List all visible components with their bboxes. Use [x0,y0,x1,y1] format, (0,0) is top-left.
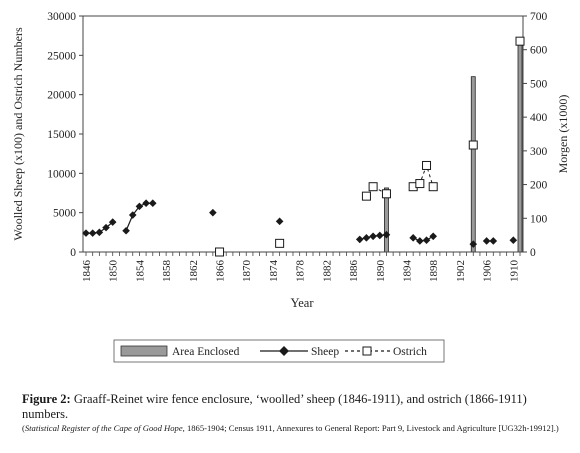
y2-tick-label: 600 [530,45,548,57]
x-tick-label: 1874 [268,260,280,283]
y2-axis-label: Morgen (x1000) [556,95,570,174]
y-tick-label: 30000 [47,11,76,23]
y-tick-label: 25000 [47,50,76,62]
caption-source: (Statistical Register of the Cape of Goo… [22,423,567,434]
caption-source-rest: , 1865-1904; Census 1911, Annexures to G… [182,423,559,433]
ostrich-point [381,189,391,199]
legend: Area Enclosed Sheep Ostrich [113,339,445,363]
caption-title: Figure 2: Graaff-Reinet wire fence enclo… [22,392,567,422]
ostrich-line-segment [412,163,434,188]
x-axis-label: Year [290,296,314,310]
caption-source-title: Statistical Register of the Cape of Good… [24,423,183,433]
y-tick-label: 5000 [53,208,76,220]
x-tick-label: 1894 [401,260,413,283]
sheep-point [375,231,384,240]
legend-label-sheep: Sheep [311,346,339,358]
y-axis-label: Woolled Sheep (x100) and Ostrich Numbers [11,27,25,241]
x-tick-label: 1846 [81,260,93,283]
sheep-point [422,236,431,244]
chart-axes [82,15,524,253]
sheep-point [469,240,478,248]
sheep-point [416,237,424,245]
combo-chart: 0 5000 10000 15000 20000 25000 30000 0 100 200 300… [11,11,570,363]
sheep-point [142,199,150,208]
x-tick-label: 1906 [482,260,494,283]
x-tick-label: 1862 [188,260,200,282]
y2-tick-label: 200 [530,180,548,192]
bar-area-enclosed [470,76,476,253]
y-tick-label: 10000 [47,168,76,180]
legend-marker-ostrich [362,346,372,356]
sheep-point [209,208,217,217]
sheep-point [95,228,104,237]
x-tick-label: 1890 [375,260,387,283]
legend-label-ostrich: Ostrich [393,346,427,358]
ostrich-point [275,238,285,248]
sheep-point [482,237,491,245]
x-tick-label: 1882 [321,260,333,282]
sheep-point [409,234,417,242]
x-tick-label: 1870 [241,260,253,283]
caption-text: Graaff-Reinet wire fence enclosure, ‘woo… [22,392,527,421]
sheep-point [122,226,130,235]
sheep-point [108,218,117,226]
sheep-point [382,230,391,239]
legend-swatch-area-enclosed [120,345,168,357]
sheep-point [509,236,518,244]
x-tick-label: 1850 [108,260,120,283]
y2-tick-label: 500 [530,78,548,90]
ostrich-point [215,247,225,257]
y-tick-label: 15000 [47,129,76,141]
ostrich-point [468,140,478,150]
axis-ticks: 0 5000 10000 15000 20000 25000 30000 0 100 200 300… [47,11,547,282]
x-tick-label: 1858 [161,260,173,283]
sheep-point [128,211,137,219]
ostrich-point [422,160,432,170]
sheep-point [148,199,157,208]
sheep-point [489,237,498,245]
x-tick-label: 1878 [295,260,307,283]
series-markers [82,36,525,257]
x-tick-label: 1866 [215,260,227,283]
sheep-point [275,217,284,226]
sheep-point [135,202,144,211]
sheep-point [82,229,90,237]
y2-tick-label: 400 [530,112,548,124]
sheep-point [355,235,364,244]
sheep-point [362,234,371,242]
sheep-point [369,232,377,241]
y-tick-label: 0 [70,247,76,259]
caption-label: Figure 2: [22,392,71,406]
ostrich-point [415,179,425,189]
ostrich-point [428,182,438,192]
x-tick-label: 1898 [428,260,440,283]
y-tick-label: 20000 [47,90,76,102]
sheep-point [102,223,110,232]
y2-tick-label: 0 [530,247,536,259]
ostrich-point [361,191,371,201]
y2-tick-label: 100 [530,213,548,225]
x-tick-label: 1854 [134,260,146,283]
y2-tick-label: 700 [530,11,548,23]
legend-marker-sheep [279,346,289,356]
caption-source-open: ( [22,423,25,433]
sheep-point [88,229,97,237]
bar-area-enclosed [517,39,523,253]
x-tick-label: 1902 [455,260,467,282]
area-enclosed-bars [384,39,523,253]
ostrich-point [368,182,378,192]
sheep-point [429,232,437,241]
figure-caption: Figure 2: Graaff-Reinet wire fence enclo… [22,392,567,434]
x-tick-label: 1910 [508,260,520,283]
y2-tick-label: 300 [530,146,548,158]
legend-label-area-enclosed: Area Enclosed [172,346,240,358]
x-tick-label: 1886 [348,260,360,283]
ostrich-point [515,36,525,46]
